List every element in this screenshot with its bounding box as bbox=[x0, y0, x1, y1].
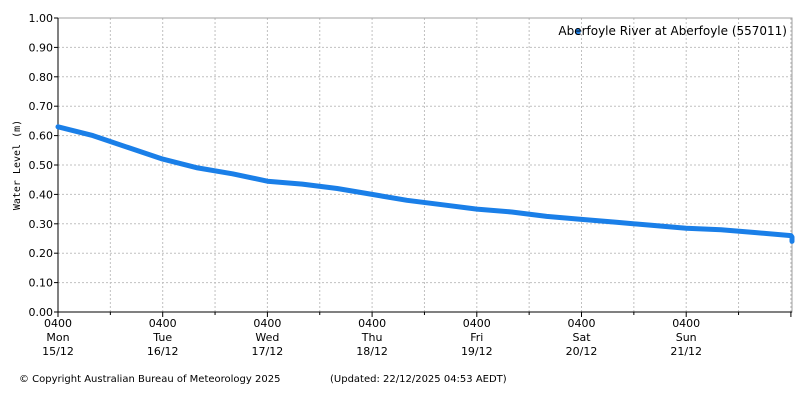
legend-label: Aberfoyle River at Aberfoyle (557011) bbox=[558, 24, 787, 38]
y-tick-label: 0.30 bbox=[29, 218, 54, 231]
y-tick-label: 0.60 bbox=[29, 130, 54, 143]
x-tick-day: Fri bbox=[470, 331, 483, 344]
x-tick-day: Sat bbox=[572, 331, 591, 344]
x-tick-day: Tue bbox=[152, 331, 172, 344]
x-tick-date: 20/12 bbox=[566, 345, 598, 358]
x-tick-time: 0400 bbox=[358, 317, 386, 330]
x-tick-day: Thu bbox=[361, 331, 383, 344]
x-tick-date: 15/12 bbox=[42, 345, 74, 358]
x-tick-time: 0400 bbox=[463, 317, 491, 330]
x-tick-date: 16/12 bbox=[147, 345, 179, 358]
x-tick-time: 0400 bbox=[149, 317, 177, 330]
axes bbox=[57, 17, 793, 313]
series-line bbox=[55, 124, 795, 244]
x-tick-date: 19/12 bbox=[461, 345, 493, 358]
x-tick-date: 21/12 bbox=[670, 345, 702, 358]
y-axis-ticks: 0.00 0.10 0.20 0.30 0.40 0.50 0.60 0.70 0.80 0.90… bbox=[29, 12, 58, 319]
x-tick-date: 17/12 bbox=[252, 345, 284, 358]
x-tick-day: Mon bbox=[46, 331, 69, 344]
x-tick-time: 0400 bbox=[672, 317, 700, 330]
copyright-text: © Copyright Australian Bureau of Meteoro… bbox=[19, 374, 281, 385]
x-tick-date: 18/12 bbox=[356, 345, 388, 358]
x-tick-time: 0400 bbox=[44, 317, 72, 330]
x-tick-time: 0400 bbox=[253, 317, 281, 330]
y-tick-label: 0.10 bbox=[29, 277, 54, 290]
x-tick-day: Sun bbox=[676, 331, 697, 344]
y-tick-label: 0.90 bbox=[29, 41, 54, 54]
updated-timestamp: (Updated: 22/12/2025 04:53 AEDT) bbox=[330, 374, 507, 385]
y-axis-label: Water Level (m) bbox=[12, 120, 23, 210]
y-tick-label: 0.70 bbox=[29, 100, 54, 113]
y-tick-label: 1.00 bbox=[29, 12, 54, 25]
series-lines bbox=[55, 124, 795, 244]
x-axis-ticks: 0400Mon15/120400Tue16/120400Wed17/120400… bbox=[42, 312, 792, 358]
plot-frame bbox=[57, 17, 793, 313]
legend-marker bbox=[575, 28, 581, 34]
x-tick-time: 0400 bbox=[568, 317, 596, 330]
y-tick-label: 0.50 bbox=[29, 159, 54, 172]
legend: Aberfoyle River at Aberfoyle (557011) bbox=[558, 24, 787, 38]
grid-lines bbox=[58, 17, 792, 312]
y-tick-label: 0.40 bbox=[29, 188, 54, 201]
x-tick-day: Wed bbox=[255, 331, 279, 344]
y-tick-label: 0.80 bbox=[29, 71, 54, 84]
y-tick-label: 0.00 bbox=[29, 306, 54, 319]
y-tick-label: 0.20 bbox=[29, 247, 54, 260]
